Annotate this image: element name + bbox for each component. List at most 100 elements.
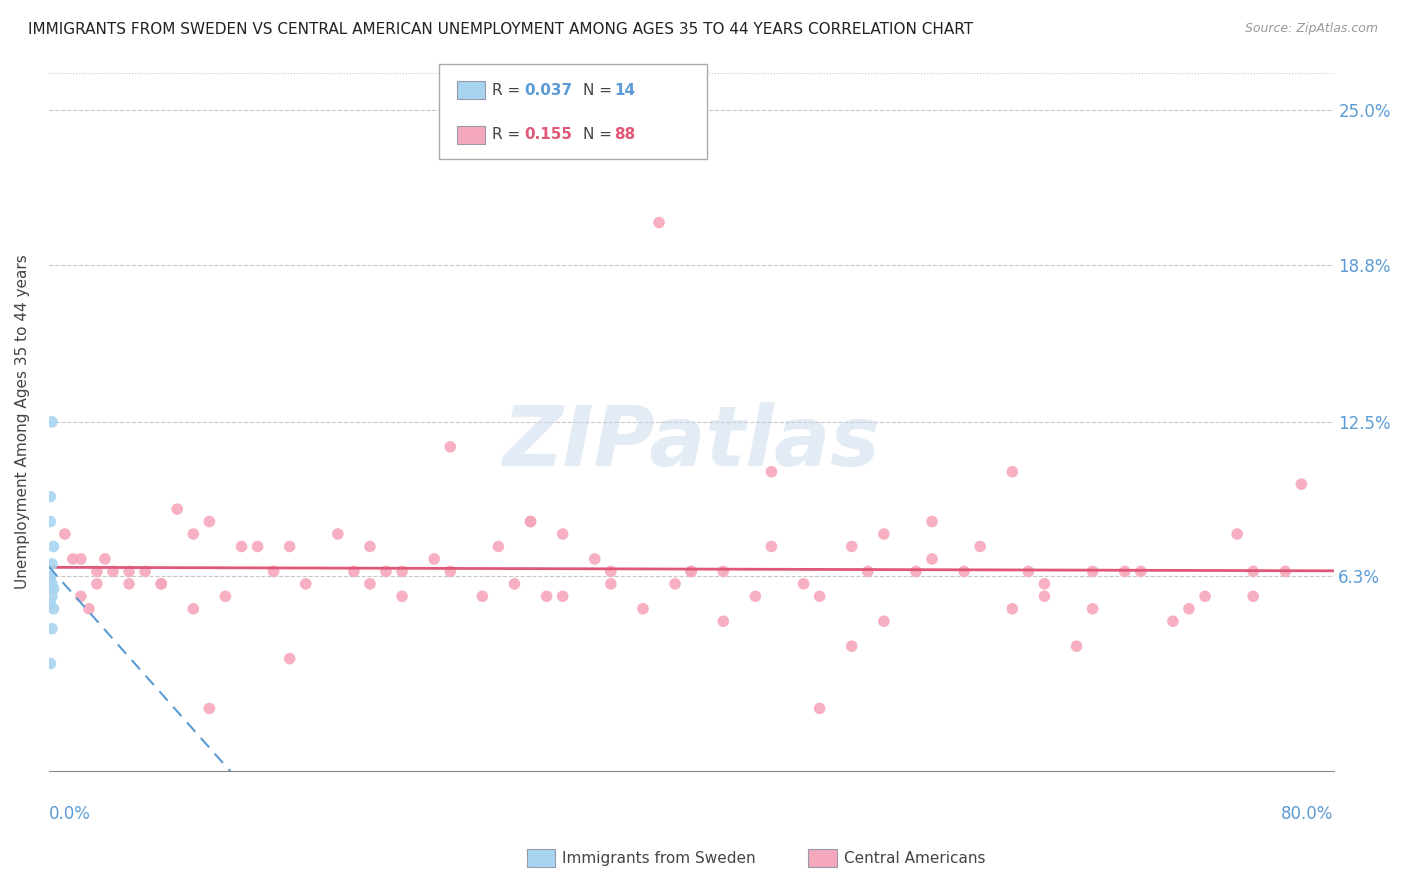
Point — [711, 565, 734, 579]
Point — [118, 577, 141, 591]
Point — [1033, 577, 1056, 591]
Point — [53, 527, 76, 541]
Point — [808, 590, 831, 604]
Point — [263, 565, 285, 579]
Point — [808, 701, 831, 715]
Point — [503, 577, 526, 591]
Point — [62, 552, 84, 566]
Text: 88: 88 — [614, 128, 636, 142]
Point — [39, 569, 62, 583]
Point — [391, 590, 413, 604]
Point — [41, 415, 63, 429]
Point — [921, 515, 943, 529]
Point — [536, 590, 558, 604]
Point — [1033, 590, 1056, 604]
Point — [134, 565, 156, 579]
Point — [681, 565, 703, 579]
Point — [214, 590, 236, 604]
Point — [486, 540, 509, 554]
Point — [278, 651, 301, 665]
Text: R =: R = — [492, 128, 526, 142]
Point — [664, 577, 686, 591]
Point — [150, 577, 173, 591]
Point — [326, 527, 349, 541]
Point — [101, 565, 124, 579]
Point — [1226, 527, 1249, 541]
Point — [86, 565, 108, 579]
Point — [150, 577, 173, 591]
Text: 14: 14 — [614, 83, 636, 97]
Point — [969, 540, 991, 554]
Point — [166, 502, 188, 516]
Point — [246, 540, 269, 554]
Point — [1241, 590, 1264, 604]
Point — [1194, 590, 1216, 604]
Point — [1066, 639, 1088, 653]
Point — [41, 577, 63, 591]
Point — [70, 590, 93, 604]
Point — [42, 582, 65, 596]
Point — [343, 565, 366, 579]
Point — [359, 540, 381, 554]
Point — [391, 565, 413, 579]
Point — [181, 527, 204, 541]
Point — [744, 590, 766, 604]
Point — [231, 540, 253, 554]
Point — [181, 601, 204, 615]
Point — [904, 565, 927, 579]
Point — [198, 515, 221, 529]
Point — [1241, 565, 1264, 579]
Point — [519, 515, 541, 529]
Point — [551, 527, 574, 541]
Point — [39, 569, 62, 583]
Text: Immigrants from Sweden: Immigrants from Sweden — [562, 851, 756, 865]
Point — [631, 601, 654, 615]
Text: N =: N = — [583, 83, 617, 97]
Y-axis label: Unemployment Among Ages 35 to 44 years: Unemployment Among Ages 35 to 44 years — [15, 254, 30, 590]
Point — [1017, 565, 1039, 579]
Point — [1081, 601, 1104, 615]
Text: 0.0%: 0.0% — [49, 805, 90, 823]
Point — [77, 601, 100, 615]
Text: ZIPatlas: ZIPatlas — [502, 402, 880, 483]
Point — [70, 552, 93, 566]
Point — [1161, 614, 1184, 628]
Point — [599, 577, 621, 591]
Point — [856, 565, 879, 579]
Text: R =: R = — [492, 83, 526, 97]
Point — [94, 552, 117, 566]
Point — [1274, 565, 1296, 579]
Point — [841, 540, 863, 554]
Point — [39, 597, 62, 611]
Text: N =: N = — [583, 128, 617, 142]
Point — [921, 552, 943, 566]
Point — [841, 639, 863, 653]
Point — [471, 590, 494, 604]
Point — [873, 527, 896, 541]
Point — [1178, 601, 1201, 615]
Point — [423, 552, 446, 566]
Point — [375, 565, 398, 579]
Point — [551, 590, 574, 604]
Point — [761, 465, 783, 479]
Point — [41, 590, 63, 604]
Point — [761, 540, 783, 554]
Text: 80.0%: 80.0% — [1281, 805, 1333, 823]
Point — [1001, 465, 1024, 479]
Text: 0.155: 0.155 — [524, 128, 572, 142]
Point — [519, 515, 541, 529]
Point — [1291, 477, 1313, 491]
Point — [41, 622, 63, 636]
Text: Source: ZipAtlas.com: Source: ZipAtlas.com — [1244, 22, 1378, 36]
Point — [1114, 565, 1136, 579]
Point — [42, 540, 65, 554]
Point — [39, 657, 62, 671]
Point — [294, 577, 316, 591]
Point — [1129, 565, 1152, 579]
Point — [39, 490, 62, 504]
Point — [41, 557, 63, 571]
Point — [42, 601, 65, 615]
Point — [681, 565, 703, 579]
Point — [711, 614, 734, 628]
Point — [359, 577, 381, 591]
